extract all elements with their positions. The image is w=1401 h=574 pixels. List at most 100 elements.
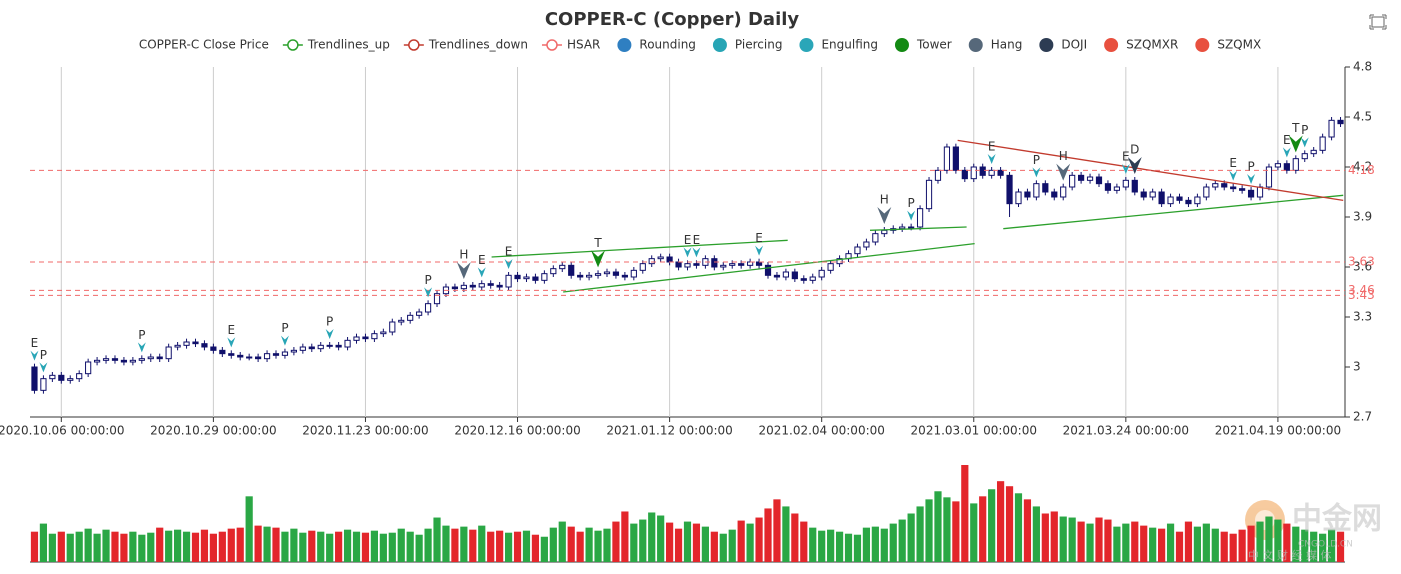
x-tick-label: 2020.11.23 00:00:00 (302, 424, 428, 438)
volume-bar (218, 531, 226, 562)
pattern-marker (1300, 137, 1309, 148)
pattern-label: E (478, 253, 486, 267)
volume-bar (773, 499, 781, 562)
candle-body (657, 256, 664, 260)
volume-bar (907, 513, 915, 562)
volume-bar (174, 529, 182, 562)
pattern-marker (1056, 163, 1071, 181)
volume-bar (451, 528, 459, 562)
candle-body (138, 358, 145, 361)
chart-title: COPPER-C (Copper) Daily (545, 9, 800, 30)
volume-bar (764, 508, 772, 562)
pattern-marker (456, 262, 471, 279)
candle-body (362, 336, 369, 340)
volume-bar (182, 531, 191, 562)
volume-bar (370, 530, 379, 562)
volume-bar (209, 533, 217, 562)
pattern-marker (1229, 170, 1238, 181)
pattern-label: H (1059, 149, 1068, 163)
pattern-marker (683, 247, 692, 258)
candle-body (31, 366, 38, 391)
volume-bar (111, 531, 119, 562)
volume-bar (424, 528, 432, 562)
volume-bar (809, 527, 817, 562)
candle-body (639, 263, 646, 271)
volume-bar (1149, 527, 1157, 562)
volume-bar (200, 529, 209, 562)
volume-bar (943, 497, 951, 562)
candle-body (979, 166, 986, 176)
candle-body (836, 258, 843, 265)
candle-body (1265, 166, 1273, 188)
volume-bar (478, 525, 486, 562)
volume-bar (934, 491, 942, 562)
candle-body (58, 374, 65, 381)
candle-body (916, 208, 924, 228)
pattern-label: P (1033, 153, 1040, 167)
legend-label: Engulfing (821, 38, 878, 52)
legend-label: COPPER-C Close Price (139, 38, 269, 52)
volume-bar (791, 513, 799, 562)
volume-bar (379, 533, 387, 562)
candle-body (344, 339, 351, 348)
candle-body (594, 273, 602, 276)
pattern-label: P (326, 315, 333, 329)
volume-bar (1077, 521, 1085, 562)
candle-body (693, 263, 700, 266)
candle-body (290, 349, 297, 353)
candle-body (93, 359, 101, 363)
pattern-label: E (755, 231, 763, 245)
pattern-marker (1127, 157, 1142, 174)
legend-icon (287, 39, 299, 51)
volume-bar (1104, 519, 1112, 562)
legend-icon (408, 39, 420, 51)
candle-body (809, 276, 816, 281)
volume-bar (191, 532, 200, 562)
legend-label: Trendlines_down (428, 38, 528, 52)
candle-body (246, 356, 253, 359)
volume-bar (1283, 523, 1291, 562)
volume-bar (415, 534, 423, 562)
toolbox-icon[interactable] (1369, 14, 1387, 30)
legend-icon (712, 38, 727, 52)
candle-body (398, 319, 405, 323)
candle-body (120, 359, 128, 363)
candle-body (827, 263, 834, 271)
pattern-label: P (281, 321, 288, 335)
candle-body (1319, 136, 1326, 151)
legend-icon (1039, 38, 1054, 52)
volume-bar (522, 530, 531, 562)
volume-bar (397, 528, 405, 562)
volume-bar (1292, 526, 1300, 562)
volume-bar (755, 517, 763, 562)
pattern-label: P (1247, 160, 1254, 174)
volume-bar (558, 521, 566, 562)
volume-bar (147, 532, 155, 562)
volume-bar (48, 533, 56, 562)
trendline (563, 243, 975, 293)
candle-body (353, 336, 360, 341)
volume-bar (925, 499, 933, 562)
hsar-label: 3.63 (1348, 255, 1375, 269)
candle-body (675, 261, 682, 268)
candle-body (380, 331, 387, 335)
volume-bar (1184, 521, 1193, 562)
volume-bar (254, 525, 262, 562)
volume-bar (1050, 511, 1058, 562)
candle-body (371, 333, 378, 340)
candle-body (407, 314, 414, 321)
candle-body (729, 263, 736, 266)
volume-bar (326, 533, 334, 562)
legend-label: Rounding (639, 38, 696, 52)
volume-bar (120, 533, 128, 562)
candle-body (585, 274, 593, 278)
legend-label: Tower (916, 38, 952, 52)
candle-body (1212, 183, 1219, 188)
hsar-label: 3.46 (1348, 283, 1375, 297)
pattern-marker (987, 154, 996, 164)
candle-body (800, 278, 807, 281)
candle-body (603, 271, 611, 275)
legend-icon (1195, 38, 1210, 52)
candle-body (1086, 176, 1094, 181)
pattern-label: P (40, 348, 47, 362)
